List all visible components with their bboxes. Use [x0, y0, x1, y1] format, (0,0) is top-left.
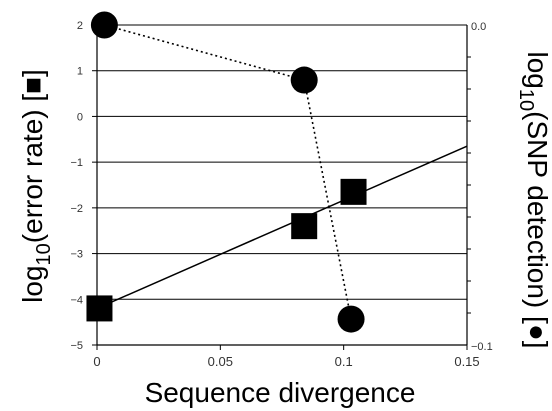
circle-point-2: [337, 305, 365, 333]
y-right-title-rest: (SNP detection) [●]: [522, 111, 552, 348]
square-series-trend-line: [96, 145, 468, 310]
x-tick-label-2: 0.1: [335, 354, 353, 369]
circle-series: [90, 11, 365, 333]
square-point-1: [291, 213, 318, 240]
y-left-title-sub: 10: [33, 243, 55, 265]
x-tick-label-1: 0.05: [208, 354, 233, 369]
x-axis-title: Sequence divergence: [145, 377, 416, 408]
y-left-tick-label-0: 2: [77, 20, 83, 32]
y-right-tick-labels: 0.0 −0.1: [467, 21, 493, 353]
y-left-tick-label-1: 1: [77, 66, 83, 78]
y-right-tick-label-1: −0.1: [471, 341, 493, 353]
x-tick-label-0: 0: [93, 354, 100, 369]
y-left-tick-label-2: 0: [77, 111, 83, 123]
circle-point-0: [90, 11, 118, 39]
y-left-tick-label-3: −1: [70, 157, 83, 169]
trend-line-group: [96, 145, 468, 310]
square-series: [86, 178, 367, 322]
circle-series-line-group: [104, 24, 352, 320]
square-point-0: [86, 295, 113, 322]
y-left-axis-title: log10(error rate) [■]: [17, 69, 55, 303]
circle-point-1: [290, 66, 318, 94]
y-right-title-sub: 10: [515, 89, 537, 111]
y-left-tick-label-5: −3: [70, 249, 83, 261]
y-left-tick-labels: 2 1 0 −1 −2 −3 −4 −5: [70, 20, 97, 352]
x-tick-label-3: 0.15: [454, 354, 479, 369]
plot-frame: [96, 25, 468, 346]
y-left-tick-label-6: −4: [70, 294, 83, 306]
y-right-title-log: log: [522, 51, 552, 88]
x-tick-labels: 0 0.05 0.1 0.15: [93, 345, 480, 369]
circle-series-line: [104, 24, 352, 320]
y-left-tick-label-4: −2: [70, 203, 83, 215]
y-right-tick-label-0: 0.0: [471, 21, 486, 33]
y-right-axis-title: log10(SNP detection) [●]: [515, 51, 552, 348]
square-point-2: [340, 178, 367, 205]
y-left-tick-label-7: −5: [70, 340, 83, 352]
gridlines: [97, 24, 467, 346]
y-left-title-log: log: [17, 265, 48, 302]
y-left-title-rest: (error rate) [■]: [17, 69, 48, 243]
